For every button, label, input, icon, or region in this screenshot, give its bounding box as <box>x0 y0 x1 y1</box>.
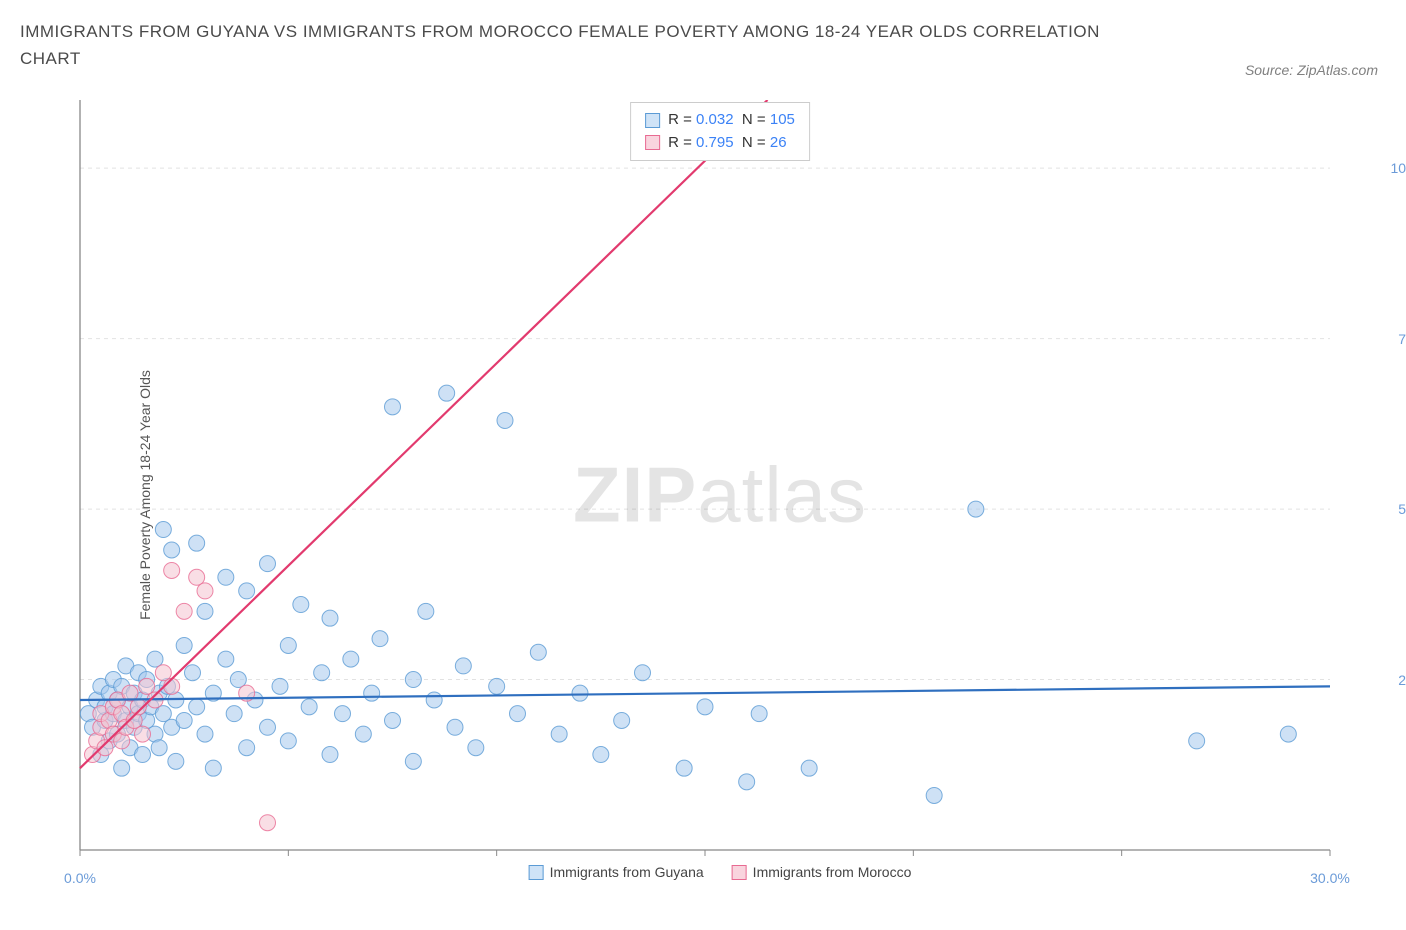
legend-item: Immigrants from Guyana <box>529 864 704 880</box>
stats-row: R = 0.795 N = 26 <box>645 132 795 155</box>
stats-text: R = 0.795 N = 26 <box>668 132 786 155</box>
chart-title: IMMIGRANTS FROM GUYANA VS IMMIGRANTS FRO… <box>20 18 1120 72</box>
y-tick-label: 25.0% <box>1398 672 1406 688</box>
y-tick-label: 75.0% <box>1398 331 1406 347</box>
bottom-legend: Immigrants from Guyana Immigrants from Mo… <box>529 864 912 880</box>
y-tick-label: 100.0% <box>1391 160 1406 176</box>
legend-item: Immigrants from Morocco <box>732 864 912 880</box>
stats-swatch <box>645 113 660 128</box>
chart-container: Female Poverty Among 18-24 Year Olds ZIP… <box>60 100 1380 890</box>
stats-row: R = 0.032 N = 105 <box>645 109 795 132</box>
source-credit: Source: ZipAtlas.com <box>1245 62 1378 78</box>
y-tick-label: 50.0% <box>1398 501 1406 517</box>
legend-swatch <box>529 865 544 880</box>
scatter-plot <box>60 100 1340 860</box>
x-tick-label: 0.0% <box>64 870 96 886</box>
legend-swatch <box>732 865 747 880</box>
stats-text: R = 0.032 N = 105 <box>668 109 795 132</box>
stats-legend-box: R = 0.032 N = 105R = 0.795 N = 26 <box>630 102 810 161</box>
stats-swatch <box>645 135 660 150</box>
legend-label: Immigrants from Guyana <box>550 864 704 880</box>
legend-label: Immigrants from Morocco <box>753 864 912 880</box>
x-tick-label: 30.0% <box>1310 870 1350 886</box>
